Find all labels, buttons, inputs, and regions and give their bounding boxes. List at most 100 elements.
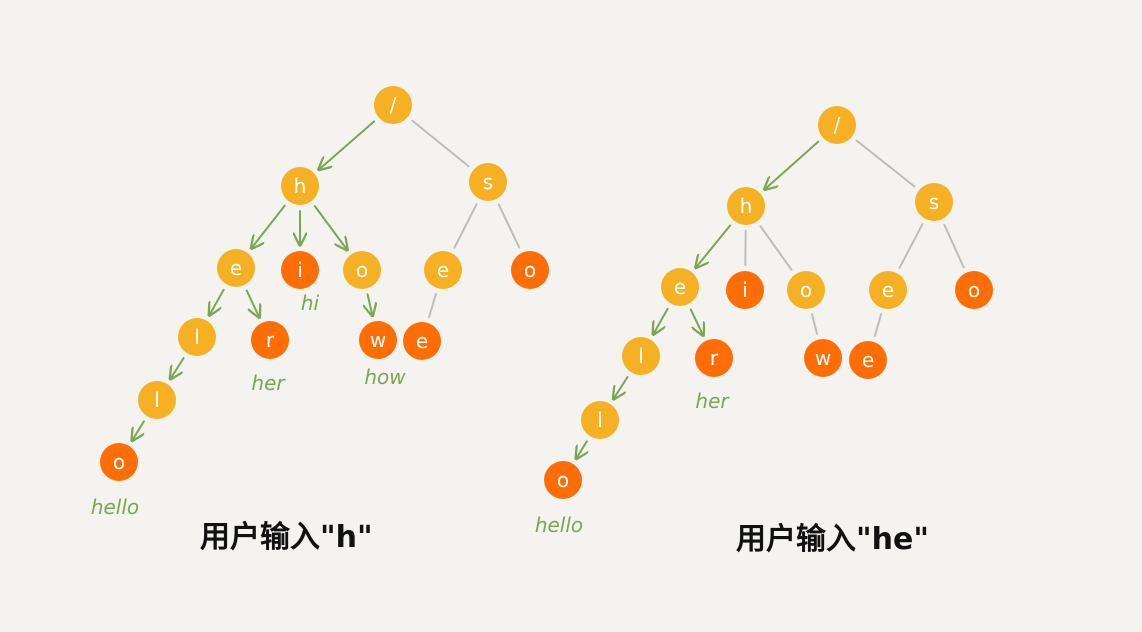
node-s: s [915, 183, 953, 221]
highlighted-edge-arrow [245, 289, 260, 318]
node-circle [804, 339, 842, 377]
highlighted-edge-arrow [132, 420, 145, 440]
node-letter: s [929, 190, 939, 214]
node-he: e [661, 268, 699, 306]
node-her: r [251, 321, 289, 359]
node-letter: r [710, 346, 719, 370]
node-circle [138, 381, 176, 419]
highlighted-edge-arrow [653, 307, 669, 334]
node-letter: e [674, 275, 686, 299]
node-circle [178, 318, 216, 356]
node-circle [424, 251, 462, 289]
node-hello: o [100, 443, 138, 481]
edge-line [855, 139, 916, 188]
node-letter: e [862, 348, 874, 372]
node-h: h [281, 167, 319, 205]
node-circle [849, 341, 887, 379]
edge-line [943, 223, 965, 269]
word-label-her: her [695, 389, 730, 413]
node-circle [251, 321, 289, 359]
node-letter: r [266, 328, 275, 352]
edge-line [811, 313, 818, 335]
node-her: r [695, 339, 733, 377]
word-label-hi: hi [301, 291, 320, 315]
node-hell: l [138, 381, 176, 419]
node-hell: l [581, 401, 619, 439]
node-letter: o [356, 258, 368, 282]
node-letter: o [113, 450, 125, 474]
node-letter: e [230, 256, 242, 280]
node-he: e [217, 249, 255, 287]
node-see: e [403, 322, 441, 360]
node-so: o [955, 271, 993, 309]
node-circle [217, 249, 255, 287]
node-letter: h [294, 174, 307, 198]
node-se: e [869, 271, 907, 309]
node-letter: l [194, 325, 200, 349]
node-letter: w [815, 346, 831, 370]
highlighted-edge-arrow [696, 224, 732, 267]
word-label-how: how [364, 365, 406, 389]
node-circle [544, 461, 582, 499]
highlighted-edge-arrow [613, 376, 629, 399]
highlighted-edge-arrow [368, 293, 373, 315]
node-hel: l [178, 318, 216, 356]
node-circle [403, 322, 441, 360]
node-letter: l [638, 344, 644, 368]
node-s: s [469, 163, 507, 201]
node-so: o [511, 251, 549, 289]
edge-line [453, 203, 478, 249]
node-circle [955, 271, 993, 309]
node-circle [581, 401, 619, 439]
node-letter: i [297, 258, 303, 282]
word-label-hello: hello [535, 513, 583, 537]
node-letter: o [968, 278, 980, 302]
node-circle [374, 86, 412, 124]
node-circle [787, 271, 825, 309]
edge-line [873, 313, 883, 337]
node-circle [661, 268, 699, 306]
highlighted-edge-arrow [576, 440, 587, 458]
node-se: e [424, 251, 462, 289]
edge-line [497, 203, 521, 249]
node-letter: / [834, 113, 841, 137]
node-ho: o [343, 251, 381, 289]
node-letter: / [390, 93, 397, 117]
node-circle [359, 321, 397, 359]
node-letter: h [740, 194, 753, 218]
highlighted-edge-arrow [209, 288, 225, 315]
node-letter: o [524, 258, 536, 282]
node-circle [100, 443, 138, 481]
node-circle [695, 339, 733, 377]
node-letter: s [483, 170, 493, 194]
node-letter: o [800, 278, 812, 302]
edge-line [428, 292, 437, 319]
node-circle [469, 163, 507, 201]
edge-line [898, 223, 924, 269]
node-letter: o [557, 468, 569, 492]
node-circle [281, 167, 319, 205]
node-hi: i [281, 251, 319, 289]
word-label-hello: hello [91, 495, 139, 519]
node-circle [915, 183, 953, 221]
node-circle [622, 337, 660, 375]
highlighted-edge-arrow [319, 120, 376, 169]
node-letter: w [370, 328, 386, 352]
node-circle [343, 251, 381, 289]
node-circle [281, 251, 319, 289]
trie-1: / h s e i o e o l r her w e l o hello [535, 106, 993, 537]
node-circle [726, 271, 764, 309]
edge-line [411, 119, 470, 168]
node-ho: o [787, 271, 825, 309]
caption-right: 用户输入"he" [736, 522, 929, 557]
node-see: e [849, 341, 887, 379]
node-circle [511, 251, 549, 289]
node-letter: l [154, 388, 160, 412]
caption-left: 用户输入"h" [200, 520, 373, 555]
node-h: h [727, 187, 765, 225]
highlighted-edge-arrow [765, 140, 820, 190]
edge-line [759, 225, 793, 271]
node-hi: i [726, 271, 764, 309]
